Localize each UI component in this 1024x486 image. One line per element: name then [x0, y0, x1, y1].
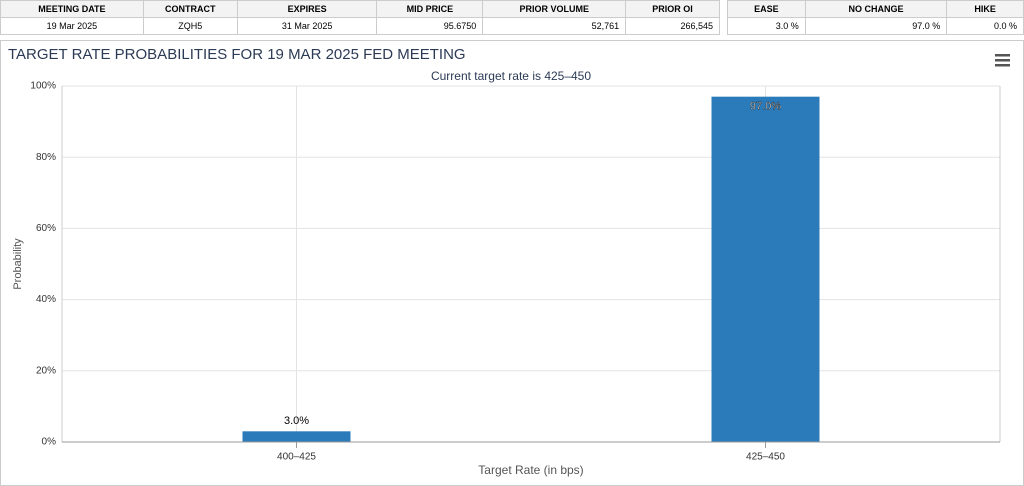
y-tick-label: 20% [36, 365, 56, 376]
cell: ZQH5 [142, 17, 238, 35]
data-row: 3.0 % 97.0 % 0.0 % [727, 17, 1024, 35]
y-tick-label: 0% [42, 437, 57, 448]
chart-subtitle: Current target rate is 425–450 [431, 69, 591, 83]
data-label: 97.0% [750, 101, 781, 113]
y-axis-label: Probability [12, 238, 24, 290]
header-cell: MEETING DATE [0, 0, 144, 18]
header-cell: CONTRACT [142, 0, 238, 18]
y-tick-label: 60% [36, 223, 56, 234]
cell: 19 Mar 2025 [0, 17, 144, 35]
y-tick-label: 40% [36, 294, 56, 305]
contract-table: MEETING DATE CONTRACT EXPIRES MID PRICE PRIO… [0, 0, 720, 35]
cell: 3.0 % [727, 17, 806, 35]
data-row: 19 Mar 2025 ZQH5 31 Mar 2025 95.6750 52,761 2… [0, 17, 720, 35]
cell: 0.0 % [946, 17, 1024, 35]
cell: 52,761 [482, 17, 627, 35]
x-tick-label: 400–425 [277, 452, 316, 463]
chart-title: TARGET RATE PROBABILITIES FOR 19 MAR 202… [8, 46, 466, 63]
bar [242, 431, 351, 442]
header-cell: PRIOR OI [625, 0, 720, 18]
y-tick-label: 100% [30, 81, 56, 92]
header-row: EASE NO CHANGE HIKE [727, 0, 1024, 18]
header-cell: MID PRICE [376, 0, 484, 18]
header-cell: EASE [727, 0, 806, 18]
chart-frame [0, 40, 1024, 486]
x-axis-label: Target Rate (in bps) [478, 463, 583, 477]
data-label: 3.0% [284, 415, 309, 427]
menu-icon[interactable] [995, 54, 1010, 67]
cell: 31 Mar 2025 [236, 17, 378, 35]
x-tick-label: 425–450 [746, 452, 785, 463]
y-tick-label: 80% [36, 152, 56, 163]
cell: 266,545 [625, 17, 720, 35]
probability-table: EASE NO CHANGE HIKE 3.0 % 97.0 % 0.0 % [727, 0, 1024, 35]
header-cell: NO CHANGE [804, 0, 948, 18]
header-cell: EXPIRES [236, 0, 378, 18]
cell: 95.6750 [376, 17, 484, 35]
header-cell: HIKE [946, 0, 1024, 18]
header-cell: PRIOR VOLUME [482, 0, 627, 18]
chart: TARGET RATE PROBABILITIES FOR 19 MAR 202… [0, 40, 1024, 486]
header-row: MEETING DATE CONTRACT EXPIRES MID PRICE PRIO… [0, 0, 720, 18]
cell: 97.0 % [804, 17, 948, 35]
bar [711, 96, 820, 443]
